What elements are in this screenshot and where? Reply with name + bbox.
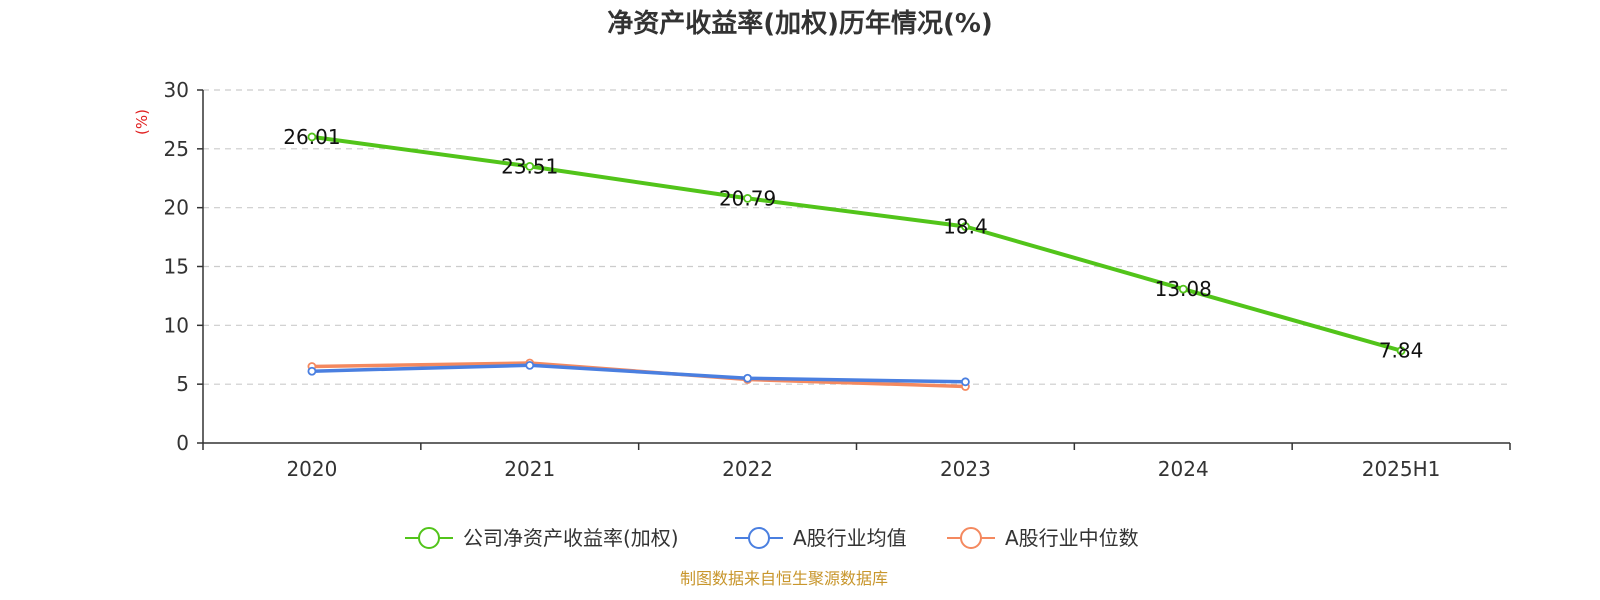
y-tick-label: 25 <box>164 137 189 161</box>
data-label: 26.01 <box>283 125 340 149</box>
y-tick-label: 10 <box>164 313 189 337</box>
series-layer <box>307 132 1406 391</box>
legend-marker <box>960 527 982 549</box>
series-point <box>525 360 535 370</box>
x-tick-label: 2025H1 <box>1362 457 1441 481</box>
series-line <box>311 361 966 389</box>
source-note: 制图数据来自恒生聚源数据库 <box>680 569 888 588</box>
legend-label: 公司净资产收益率(加权) <box>463 526 679 550</box>
series-point <box>743 193 752 203</box>
legend-label: A股行业均值 <box>793 526 907 550</box>
y-tick-label: 20 <box>164 196 189 220</box>
y-tick-label: 30 <box>164 78 189 102</box>
data-label: 20.79 <box>719 186 776 210</box>
legend-item[interactable]: 公司净资产收益率(加权) <box>405 526 679 550</box>
series-line <box>311 134 1402 353</box>
x-tick-label: 2024 <box>1158 457 1209 481</box>
series-point <box>307 366 317 376</box>
axes: 0 5 10 15 20 25 30 2020 2021 2022 2023 2024 2025H1 <box>164 78 1511 481</box>
data-label: 7.84 <box>1379 339 1424 363</box>
series-point <box>1178 284 1188 294</box>
data-labels: 26.01 23.51 20.79 18.4 13.08 7.84 <box>283 125 1423 363</box>
x-tick-label: 2021 <box>504 457 555 481</box>
legend-item[interactable]: A股行业均值 <box>735 526 907 550</box>
series-point <box>743 373 752 383</box>
x-tick-label: 2023 <box>940 457 991 481</box>
chart-title: 净资产收益率(加权)历年情况(%) <box>607 8 993 39</box>
legend-label: A股行业中位数 <box>1005 526 1139 550</box>
series-point <box>1396 346 1406 356</box>
grid-lines <box>203 89 1510 385</box>
legend-marker <box>418 527 440 549</box>
y-axis-label: (%) <box>133 109 151 135</box>
x-tick-label: 2022 <box>722 457 773 481</box>
y-tick-label: 5 <box>176 372 189 396</box>
data-label: 23.51 <box>501 154 558 178</box>
series-point <box>307 132 317 142</box>
legend[interactable]: 公司净资产收益率(加权) A股行业均值 A股行业中位数 <box>405 526 1139 550</box>
legend-marker <box>748 527 770 549</box>
series-point <box>961 222 970 231</box>
data-label: 13.08 <box>1155 277 1212 301</box>
legend-item[interactable]: A股行业中位数 <box>947 526 1139 550</box>
y-tick-label: 0 <box>176 431 189 455</box>
x-tick-label: 2020 <box>286 457 337 481</box>
data-label: 18.4 <box>943 214 988 238</box>
series-point <box>525 161 535 171</box>
series-line <box>311 363 966 384</box>
y-tick-label: 15 <box>164 255 189 279</box>
series-point <box>961 377 970 387</box>
